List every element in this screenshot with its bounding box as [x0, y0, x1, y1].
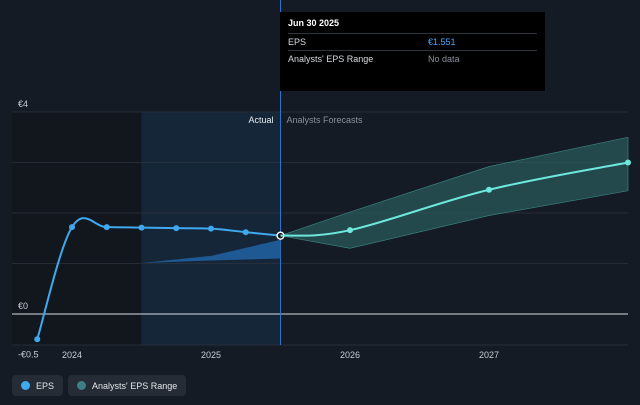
eps-point	[208, 225, 214, 232]
tooltip-eps-label: EPS	[288, 37, 307, 47]
legend-item-eps[interactable]: EPS	[12, 375, 64, 396]
legend-eps-label: EPS	[36, 380, 55, 391]
x-tick-label: 2025	[201, 350, 221, 360]
eps-point	[138, 224, 145, 231]
past-region	[12, 112, 142, 345]
y-tick-label: €0	[18, 301, 28, 311]
eps-point	[103, 224, 110, 231]
x-tick-label: 2027	[479, 350, 499, 360]
eps-point	[347, 227, 353, 234]
eps-point	[34, 336, 41, 343]
actual-label: Actual	[248, 115, 273, 125]
tooltip-row-eps: EPS €1.551	[288, 33, 537, 50]
x-tick-label: 2026	[340, 350, 360, 360]
eps-line	[280, 161, 629, 237]
eps-range-band	[141, 239, 281, 263]
x-tick-label: 2024	[62, 350, 82, 360]
y-tick-label: -€0.5	[18, 349, 39, 359]
eps-range-band	[279, 136, 629, 249]
tooltip-range-label: Analysts' EPS Range	[288, 54, 374, 64]
eps-point	[69, 224, 75, 231]
eps-point	[173, 225, 180, 232]
y-tick-label: €4	[18, 99, 28, 109]
eps-point	[486, 186, 492, 193]
legend: EPS Analysts' EPS Range	[12, 375, 187, 396]
eps-point	[242, 229, 249, 236]
range-legend-swatch-icon	[77, 381, 87, 390]
legend-range-label: Analysts' EPS Range	[92, 380, 178, 391]
eps-legend-swatch-icon	[21, 381, 30, 390]
tooltip-range-value: No data	[428, 54, 460, 64]
legend-item-range[interactable]: Analysts' EPS Range	[68, 375, 187, 396]
tooltip-eps-value: €1.551	[428, 37, 456, 47]
tooltip-row-range: Analysts' EPS Range No data	[288, 50, 537, 67]
forecast-label: Analysts Forecasts	[287, 115, 364, 125]
tooltip: Jun 30 2025 EPS €1.551 Analysts' EPS Ran…	[280, 12, 545, 91]
tooltip-date: Jun 30 2025	[288, 18, 340, 28]
eps-point	[625, 159, 631, 166]
